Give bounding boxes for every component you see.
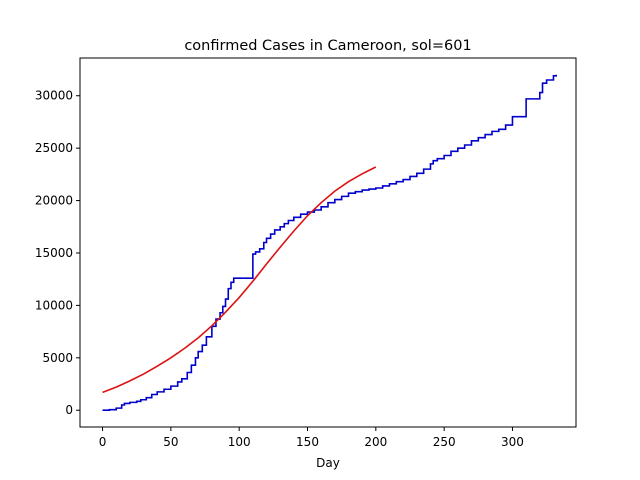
plot-area-frame: [79, 57, 577, 428]
y-tick-label: 20000: [35, 194, 73, 208]
y-tick-label: 15000: [35, 246, 73, 260]
chart-title: confirmed Cases in Cameroon, sol=601: [184, 38, 471, 54]
x-axis: 0 50 100 150 200 250 300: [99, 427, 524, 449]
x-tick-label: 50: [163, 435, 178, 449]
plot-series: [102, 74, 557, 412]
x-axis-label: Day: [316, 456, 340, 470]
y-tick-label: 30000: [35, 89, 73, 103]
x-tick-label: 150: [296, 435, 319, 449]
series-line-0: [102, 74, 557, 412]
series-line-1: [102, 166, 377, 394]
x-tick-label: 250: [433, 435, 456, 449]
y-tick-label: 25000: [35, 141, 73, 155]
x-tick-label: 300: [501, 435, 524, 449]
x-tick-label: 0: [99, 435, 107, 449]
y-axis: 0 5000 10000 15000 20000 25000 30000: [35, 89, 80, 417]
y-tick-label: 5000: [42, 351, 73, 365]
y-tick-label: 10000: [35, 298, 73, 312]
x-tick-label: 100: [228, 435, 251, 449]
x-tick-label: 200: [364, 435, 387, 449]
y-tick-label: 0: [65, 403, 73, 417]
